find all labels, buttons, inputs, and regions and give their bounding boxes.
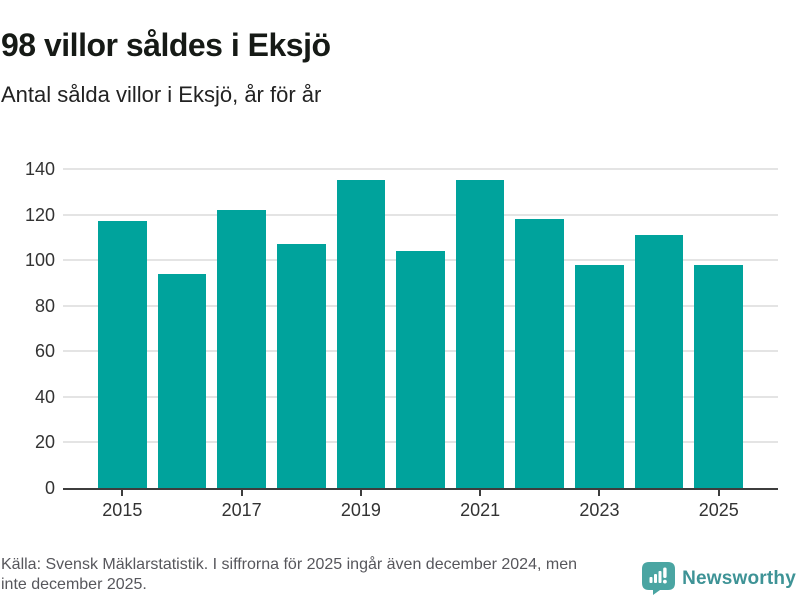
newsworthy-logo: Newsworthy	[642, 562, 796, 595]
x-axis-cell	[158, 490, 207, 521]
y-tick-label: 40	[34, 386, 55, 407]
x-tick-label: 2025	[698, 500, 739, 520]
y-tick-label: 20	[34, 432, 55, 453]
bar-chart-glyph	[649, 577, 653, 583]
bar-2025	[694, 264, 744, 488]
y-tick-label: 60	[34, 341, 55, 362]
x-tick-label: 2021	[460, 500, 501, 520]
x-axis-cell: 2019	[337, 490, 386, 521]
axis-tick	[479, 490, 482, 496]
x-axis: 2015 2017 2019 2021 2023 2025	[98, 490, 743, 521]
plot-area	[63, 168, 778, 490]
newsworthy-wordmark: Newsworthy	[682, 567, 796, 589]
bar-2015	[98, 221, 147, 488]
bar-2017	[217, 210, 266, 488]
bar-2021	[455, 180, 505, 488]
y-tick-label: 120	[24, 204, 55, 225]
y-tick-label: 0	[44, 478, 55, 498]
x-tick-label: 2015	[102, 500, 143, 520]
page-title: 98 villor såldes i Eksjö	[1, 27, 331, 64]
x-tick-label: 2023	[579, 500, 620, 520]
axis-tick	[717, 490, 720, 496]
bars-container	[98, 169, 744, 488]
x-axis-cell: 2021	[456, 490, 505, 521]
x-axis-cell: 2025	[694, 490, 743, 521]
y-tick-label: 140	[24, 159, 55, 179]
newsworthy-logo-icon	[642, 562, 676, 595]
x-axis-cell	[515, 490, 564, 521]
x-axis-cell	[396, 490, 445, 521]
bar-2023	[575, 264, 624, 488]
bar-2024	[634, 235, 684, 488]
axis-tick	[359, 490, 362, 496]
y-axis-labels: 0 20 40 60 80 100 120 140	[0, 160, 55, 497]
y-tick-label: 100	[24, 250, 55, 271]
gridline	[63, 213, 778, 216]
source-note-line1: Källa: Svensk Mäklarstatistik. I siffror…	[1, 556, 577, 573]
x-axis-cell	[635, 490, 684, 521]
y-tick-label: 80	[34, 295, 55, 316]
axis-tick	[240, 490, 243, 496]
bar-2016	[157, 273, 207, 488]
x-axis-cell: 2015	[98, 490, 147, 521]
gridline	[63, 168, 778, 170]
source-note: Källa: Svensk Mäklarstatistik. I siffror…	[1, 555, 577, 595]
x-tick-label: 2017	[221, 500, 262, 520]
bar-2022	[515, 219, 565, 488]
axis-tick	[598, 490, 601, 496]
x-axis-cell: 2017	[217, 490, 266, 521]
bar-2020	[396, 251, 445, 488]
source-note-line2: inte december 2025.	[1, 576, 147, 593]
x-axis-cell: 2023	[575, 490, 624, 521]
bar-2018	[276, 244, 326, 488]
x-tick-label: 2019	[340, 500, 381, 520]
exclamation-icon	[663, 567, 667, 578]
axis-tick	[121, 490, 124, 496]
chart-subtitle: Antal sålda villor i Eksjö, år för år	[1, 82, 322, 107]
bar-2019	[336, 180, 386, 488]
x-axis-cell	[277, 490, 326, 521]
